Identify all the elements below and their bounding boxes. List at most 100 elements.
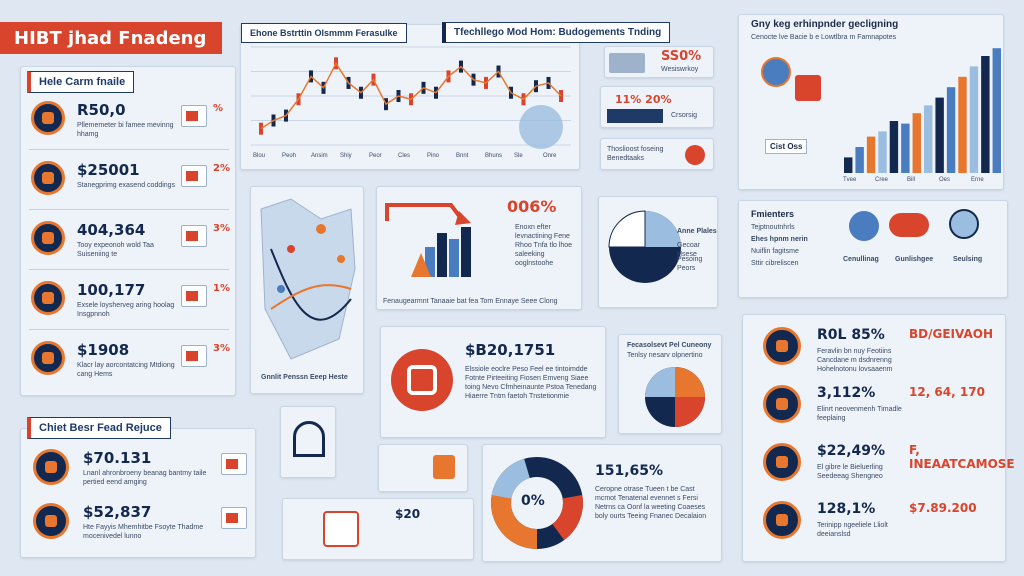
bar-x-tick-label: Tvee <box>843 177 857 183</box>
server-icon <box>889 213 929 237</box>
right-bottom-panel: R0L 85% Feravlin bn nuy Feotiins Cancdane… <box>742 314 1015 562</box>
bar-mark <box>924 105 933 173</box>
row-divider <box>29 329 229 330</box>
pie-chart <box>608 210 681 283</box>
right-row-text: Elinrt neovenmenh Timadle feeplaing <box>817 406 902 422</box>
bottom-left-panel: Chiet Besr Fead Rejuce $70.131 Lnanl ahro… <box>20 417 256 558</box>
map-caption: Gnnlit Penssn Eeep Heste <box>261 374 348 381</box>
left-row-pct: 3% <box>213 223 230 234</box>
cloud-icon <box>849 211 879 241</box>
shield-icon <box>31 101 65 135</box>
top-right-card-1: SS0% Wesiswrkoy <box>604 46 714 78</box>
bar-mark <box>958 76 967 173</box>
x-tick-label: Onre <box>543 153 557 159</box>
right-mid-item-4: Sttir cibreliscen <box>751 260 799 267</box>
bar-chart-label: Cist Oss <box>765 139 808 154</box>
value-panel-value: $B20,1751 <box>465 341 556 359</box>
row-divider <box>29 269 229 270</box>
donut-panel: 0% 151,65% Ceropne otrase Tueen t be Cas… <box>482 444 722 562</box>
card2-value: 11% 20% <box>615 93 672 106</box>
right-mid-title: Fmienters <box>751 209 795 219</box>
tablet-icon <box>795 75 821 101</box>
x-tick-label: Peor <box>369 153 382 159</box>
x-tick-label: Sle <box>514 153 523 159</box>
stat-icon <box>763 501 801 539</box>
right-row-text: Feravlin bn nuy Feotiins Cancdane m dsdn… <box>817 348 893 373</box>
document-icon <box>181 285 207 307</box>
right-mid-label-3: Seulsing <box>953 256 983 263</box>
top-right-card-2: 11% 20% Crsorsig <box>600 86 714 128</box>
bottom-left-value: $52,837 <box>83 503 152 521</box>
center-value: 006% <box>507 197 557 216</box>
wallet-icon <box>31 341 65 375</box>
x-tick-label: Peoh <box>282 153 297 159</box>
right-mid-label-1: Cenullinag <box>843 256 879 263</box>
right-row-side: F, INEAATCAMOSE <box>909 443 1015 471</box>
document-icon <box>181 345 207 367</box>
left-row-text: Tooy expeonoh wold Taa Suiseniing te <box>77 242 154 258</box>
left-row-text: Pllememeter bi famee mevinng hhamg <box>77 122 174 138</box>
top-right-bar-chart <box>844 48 1001 174</box>
right-row-side: $7.89.200 <box>909 501 977 515</box>
top-chart-header: Ehone Bstrttin Olsmmm Ferasulke <box>241 23 407 43</box>
bar-mark <box>889 121 899 173</box>
small-icon-panel <box>280 406 336 478</box>
x-tick-label: Ansim <box>311 153 328 159</box>
x-tick-label: Bnnt <box>456 153 469 159</box>
left-row-value: $1908 <box>77 341 130 359</box>
right-mid-label-2: Gunlishgee <box>895 256 934 263</box>
left-row-text: Stanegprimg exasend coddings <box>77 182 176 189</box>
center-panel: 006% Enoxn efter levnactining Fene Rhoo … <box>376 186 582 310</box>
right-mid-panel: Fmienters Tejptnoutnhrls Ehes hpnm nerin… <box>738 200 1008 298</box>
pie-label-2: Gecoar Hsese <box>677 242 700 258</box>
left-row-value: 100,177 <box>77 281 146 299</box>
bottom-left-header: Chiet Besr Fead Rejuce <box>27 417 171 439</box>
right-row-text: El gibre le Bieluerling Seedeeag Shengne… <box>817 464 883 480</box>
card2-text: Crsorsig <box>671 112 698 119</box>
donut-text: Ceropne otrase Tueen t be Cast mcmot Ten… <box>595 486 707 520</box>
top-line-chart-panel: Ehone Bstrttin Olsmmm Ferasulke Blou Peoh… <box>240 23 580 170</box>
chip-icon <box>323 511 359 547</box>
x-tick-label: Bhuns <box>485 153 503 159</box>
stat-icon <box>763 443 801 481</box>
right-row-value: $22,49% <box>817 443 886 459</box>
pie-label-3: Pesoing Peors <box>677 256 703 272</box>
right-row-value: 128,1% <box>817 501 876 517</box>
center-text: Enoxn efter levnactining Fene Rhoo Tnfa … <box>515 224 573 267</box>
right-row-side: BD/GEIVAOH <box>909 327 994 341</box>
bar-chart-subtitle: Cenocte lve Bacie b e Lowtlbra m Famnapo… <box>751 34 897 41</box>
top-line-chart <box>251 46 571 149</box>
map-panel: Gnnlit Penssn Eeep Heste <box>250 186 364 394</box>
bar-mark <box>946 87 956 173</box>
x-tick-label: Pino <box>427 153 440 159</box>
x-tick-label: Cles <box>398 153 411 159</box>
bar-mark <box>855 147 864 173</box>
bottom-left-value: $70.131 <box>83 449 152 467</box>
receipt-icon <box>221 507 247 529</box>
bar-mark <box>981 56 990 173</box>
bar-mark <box>866 136 876 173</box>
bar-mark <box>901 123 910 173</box>
x-tick-label: Blou <box>253 153 266 159</box>
fee-pie-chart <box>645 367 705 427</box>
right-mid-item-2: Ehes hpnm nerin <box>751 236 808 243</box>
right-row-side: 12, 64, 170 <box>909 385 985 399</box>
card1-text: Wesiswrkoy <box>661 66 699 73</box>
series-line <box>260 61 562 130</box>
route-map <box>260 198 356 360</box>
bar-mark <box>912 113 921 173</box>
stat-icon <box>763 385 801 423</box>
stat-icon <box>763 327 801 365</box>
bar-x-tick-label: Bill <box>907 177 916 183</box>
right-row-text: Terinipp ngeeliele Lliolt deeianslsd <box>817 522 888 538</box>
left-row-value: 404,364 <box>77 221 146 239</box>
row-divider <box>29 149 229 150</box>
bitcoin-icon <box>33 449 69 485</box>
globe-icon <box>31 221 65 255</box>
left-row-value: $25001 <box>77 161 140 179</box>
small-value-panel <box>378 444 468 492</box>
left-row-pct: 2% <box>213 163 230 174</box>
value-panel-text: Elssiole eoclre Peso Feel ee tintoimdde … <box>465 366 597 400</box>
bar-mark <box>992 48 1001 174</box>
mid-header: Tfechllego Mod Hom: Budogements Tnding <box>442 22 671 43</box>
